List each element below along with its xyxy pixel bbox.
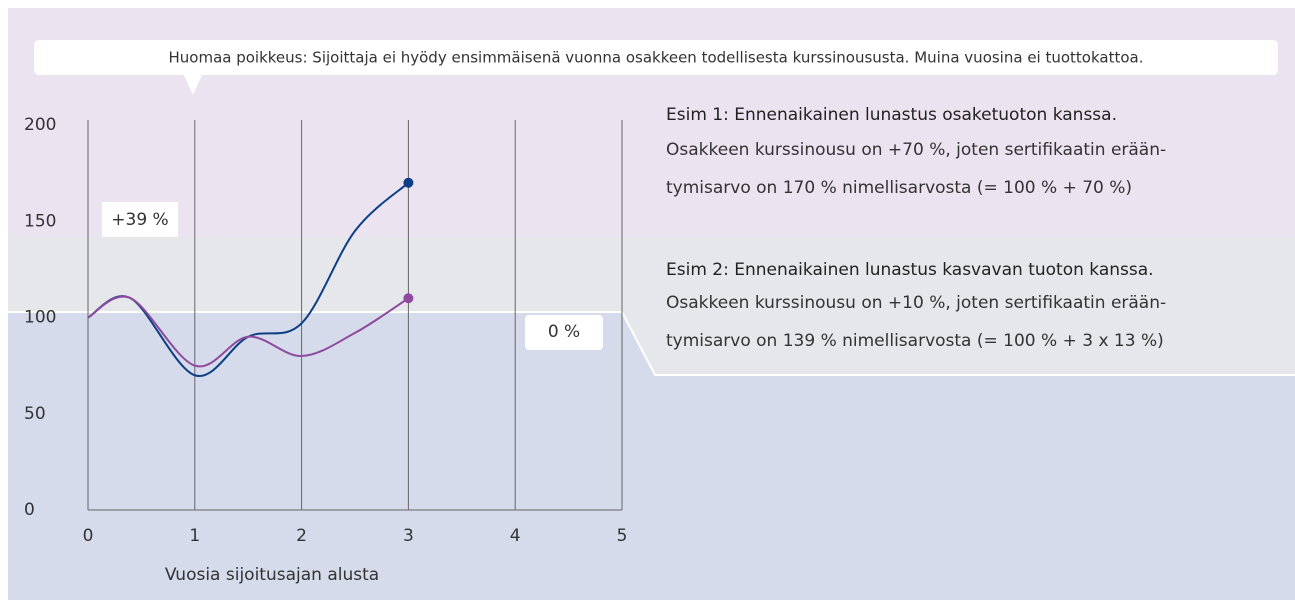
annotation: 0 %: [548, 322, 580, 342]
y-tick-label: 50: [24, 404, 46, 424]
label-box: [102, 202, 178, 237]
note-line: tymisarvo on 139 % nimellisarvosta (= 10…: [666, 331, 1164, 351]
callout-text: Huomaa poikkeus: Sijoittaja ei hyödy ens…: [169, 49, 1144, 67]
x-tick-label: 2: [296, 526, 307, 546]
callout-box: [34, 40, 1278, 75]
x-tick-label: 0: [83, 526, 94, 546]
x-tick-label: 5: [617, 526, 628, 546]
label-box: [525, 315, 603, 350]
x-axis-label: Vuosia sijoitusajan alusta: [165, 565, 379, 585]
line: [87, 295, 409, 368]
band-bottom: [8, 312, 1295, 600]
end-point: [403, 293, 414, 304]
band-middle: [8, 237, 1295, 375]
y-tick-label: 150: [24, 211, 56, 231]
x-tick-label: 1: [189, 526, 200, 546]
x-tick-label: 3: [403, 526, 414, 546]
annotation: +39 %: [111, 210, 168, 230]
note-title: Esim 2: Ennenaikainen lunastus kasvavan …: [666, 260, 1154, 280]
end-point: [403, 177, 414, 188]
y-tick-label: 100: [24, 308, 56, 328]
callout-pointer: [184, 75, 202, 95]
x-tick-label: 4: [510, 526, 521, 546]
note-line: tymisarvo on 170 % nimellisarvosta (= 10…: [666, 178, 1132, 198]
note-title: Esim 1: Ennenaikainen lunastus osaketuot…: [666, 105, 1117, 125]
note-line: Osakkeen kurssinousu on +10 %, joten ser…: [666, 293, 1166, 313]
note-line: Osakkeen kurssinousu on +70 %, joten ser…: [666, 140, 1166, 160]
y-tick-label: 200: [24, 115, 56, 135]
band-edge: [8, 311, 1295, 376]
y-tick-label: 0: [24, 500, 35, 520]
